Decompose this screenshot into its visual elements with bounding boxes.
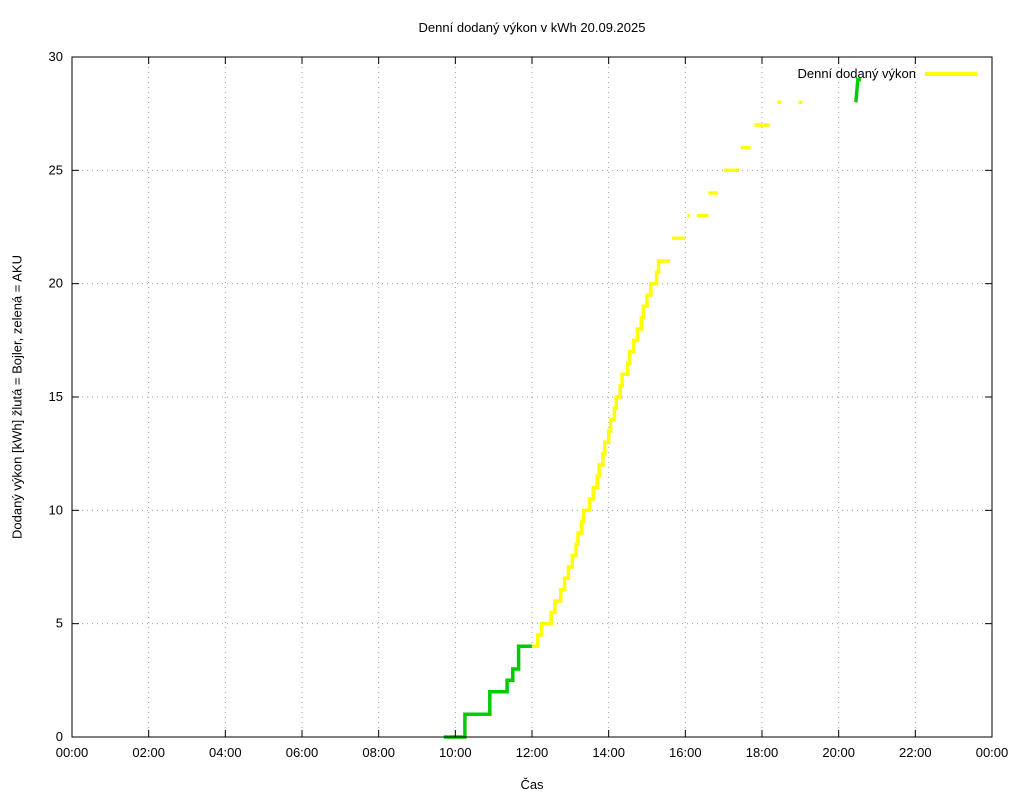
x-tick-label: 04:00 [209,745,242,760]
y-tick-label: 5 [56,616,63,631]
x-tick-label: 14:00 [592,745,625,760]
x-tick-label: 20:00 [822,745,855,760]
x-tick-label: 12:00 [516,745,549,760]
legend-line-sample [925,71,977,76]
x-tick-label: 08:00 [362,745,395,760]
x-axis-label: Čas [520,777,544,792]
y-tick-label: 15 [49,389,63,404]
x-tick-label: 16:00 [669,745,702,760]
y-tick-label: 30 [49,49,63,64]
series-line [530,259,670,649]
legend: Denní dodaný výkon [797,66,977,81]
x-tick-label: 00:00 [56,745,89,760]
series-line [854,77,861,103]
x-tick-label: 00:00 [976,745,1009,760]
y-tick-label: 25 [49,162,63,177]
legend-label: Denní dodaný výkon [797,66,916,81]
x-tick-label: 22:00 [899,745,932,760]
x-tick-label: 18:00 [746,745,779,760]
x-tick-label: 02:00 [132,745,165,760]
chart-title: Denní dodaný výkon v kWh 20.09.2025 [418,20,646,35]
x-tick-label: 06:00 [286,745,319,760]
x-tick-label: 10:00 [439,745,472,760]
y-axis-label: Dodaný výkon [kWh] žlutá = Bojler, zelen… [9,255,25,539]
series-line [443,644,532,739]
y-tick-label: 10 [49,502,63,517]
y-tick-label: 0 [56,729,63,744]
y-tick-label: 20 [49,276,63,291]
